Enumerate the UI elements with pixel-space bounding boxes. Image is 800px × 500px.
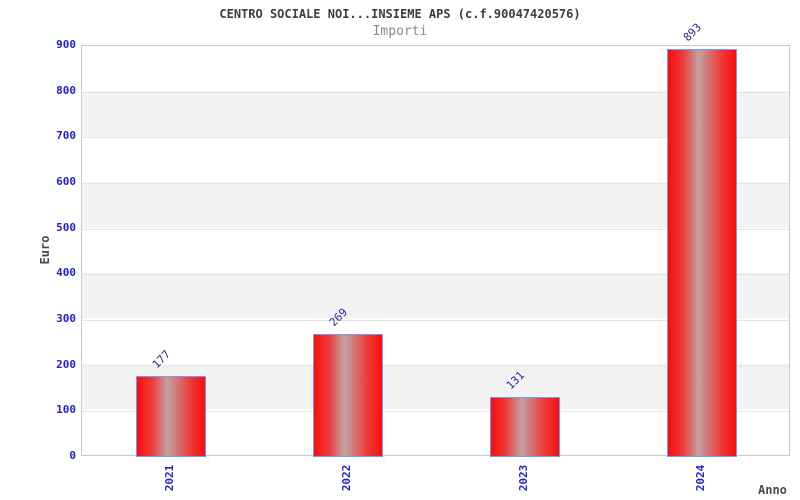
y-tick-label: 700 [56, 129, 76, 143]
x-tick-label: 2022 [339, 464, 353, 492]
y-tick-label: 400 [56, 266, 76, 280]
gridline [82, 137, 789, 139]
bar-2021 [135, 376, 206, 457]
y-axis-label: Euro [38, 235, 52, 265]
y-tick-label: 600 [56, 175, 76, 188]
y-tick-label: 100 [56, 403, 76, 417]
x-tick-label: 2024 [694, 464, 708, 492]
y-tick-label: 500 [56, 220, 76, 234]
bar-value-label: 131 [503, 368, 528, 393]
chart-subtitle: Importi [372, 24, 428, 39]
bar-value-label: 177 [149, 347, 173, 372]
y-tick-label: 900 [56, 38, 76, 51]
x-axis-label: Anno [758, 483, 787, 497]
y-tick-label: 300 [56, 312, 76, 325]
gridline [82, 183, 789, 184]
chart-title: CENTRO SOCIALE NOI...INSIEME APS (c.f.90… [219, 7, 581, 21]
plot-area: 177 269 131 893 [81, 21, 790, 457]
gridline [82, 365, 789, 367]
gridline [82, 411, 789, 413]
gridline [82, 274, 789, 276]
x-tick-label: 2023 [517, 464, 531, 492]
bar-2024 [667, 49, 738, 457]
y-tick-label: 200 [56, 357, 76, 371]
y-tick-label: 0 [69, 449, 76, 462]
gridline [82, 228, 789, 230]
gridline [82, 320, 789, 321]
bar-2022 [312, 334, 383, 457]
y-tick-label: 800 [56, 83, 76, 97]
x-tick-label: 2021 [162, 464, 176, 492]
gridline [82, 91, 789, 93]
bar-2023 [490, 397, 561, 457]
bar-value-label: 269 [326, 305, 350, 330]
